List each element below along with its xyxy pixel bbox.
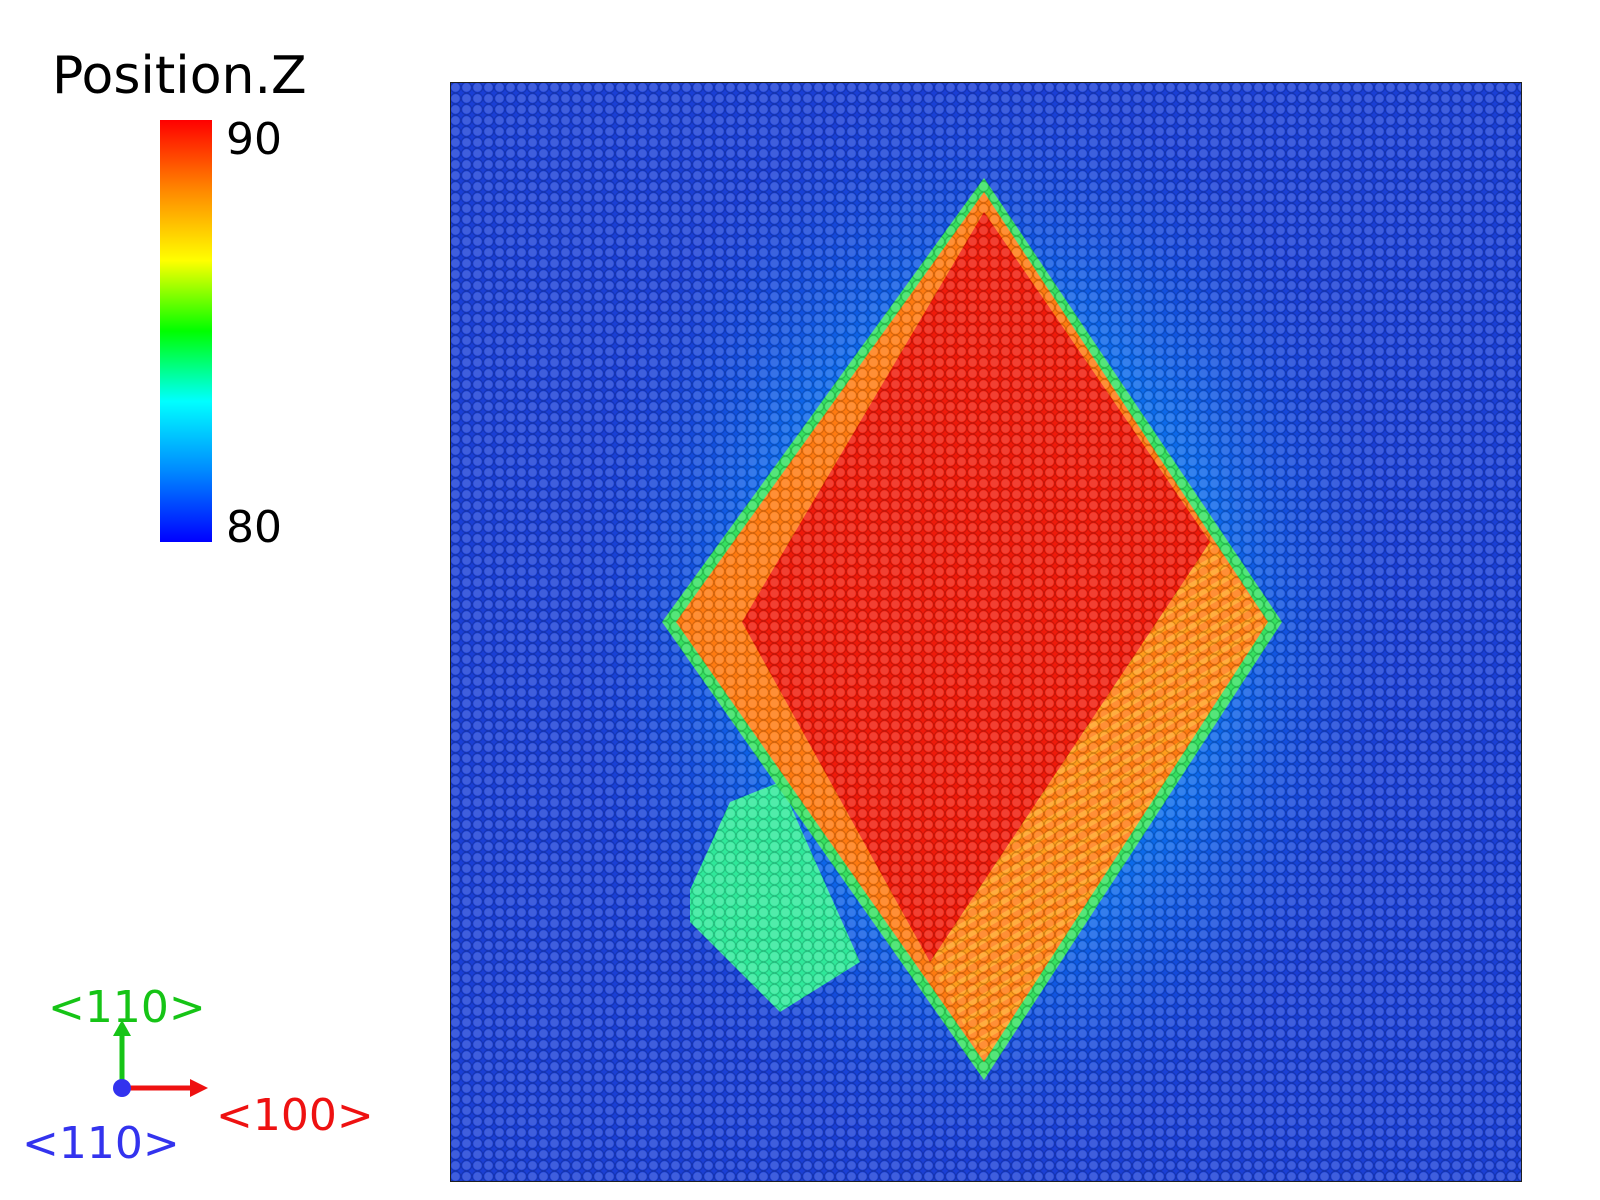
colorbar-max-label: 90 [226,114,282,165]
atom-lattice [450,82,1522,1182]
colorbar-title: Position.Z [52,46,307,106]
y-axis-arrowhead [113,1020,131,1036]
atom-simulation-view [450,82,1522,1182]
simulation-border [450,82,1522,1182]
axis-triad-icon [113,1020,208,1097]
axis-label-y: <110> [48,982,206,1033]
axis-label-x: <100> [216,1090,374,1141]
z-axis-dot [113,1079,131,1097]
axis-label-z: <110> [22,1118,180,1169]
colorbar [160,120,212,542]
x-axis-arrowhead [190,1079,208,1097]
colorbar-min-label: 80 [226,502,282,553]
